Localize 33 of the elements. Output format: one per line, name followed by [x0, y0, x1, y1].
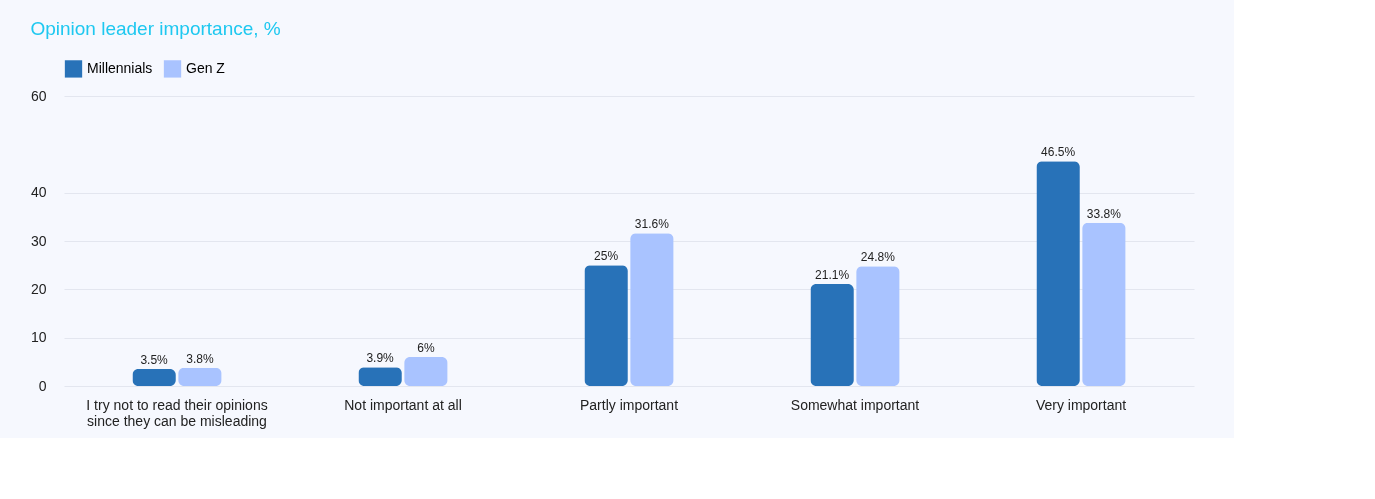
data-label: 3.5%	[140, 353, 169, 368]
bar	[584, 265, 628, 386]
y-tick-label: 30	[30, 232, 47, 249]
data-label: 33.8%	[1086, 206, 1122, 221]
x-tick-label: Very important	[1035, 396, 1127, 413]
bar	[856, 266, 900, 386]
y-tick-label: 10	[30, 329, 47, 346]
y-tick-label: 0	[38, 377, 47, 394]
data-label: 25%	[594, 249, 619, 264]
x-tick-label: I try not to read their opinions since they can be misleading	[86, 396, 268, 429]
chart-title: Opinion leader importance, %	[30, 18, 281, 39]
bar	[178, 367, 222, 386]
data-label: 24.8%	[860, 250, 896, 265]
data-label: 21.1%	[815, 268, 850, 283]
x-tick-label: Partly important	[579, 396, 679, 413]
bar	[1082, 222, 1126, 386]
data-label: 3.9%	[366, 351, 395, 366]
data-label: 46.5%	[1041, 145, 1076, 160]
y-tick-label: 60	[30, 87, 47, 104]
y-tick-label: 20	[30, 280, 47, 297]
x-tick-label: Somewhat important	[790, 396, 920, 413]
bar	[1036, 161, 1080, 386]
data-label: 6%	[417, 341, 435, 355]
x-tick-label: Not important at all	[344, 396, 462, 413]
bar	[630, 233, 674, 386]
bar	[404, 357, 448, 386]
data-label: 31.6%	[634, 217, 670, 232]
bar	[132, 369, 176, 386]
y-tick-label: 40	[30, 184, 47, 201]
legend-label: Gen Z	[186, 59, 226, 76]
legend-label: Millennials	[87, 59, 153, 76]
data-label: 3.8%	[186, 351, 214, 366]
bar	[810, 284, 854, 386]
